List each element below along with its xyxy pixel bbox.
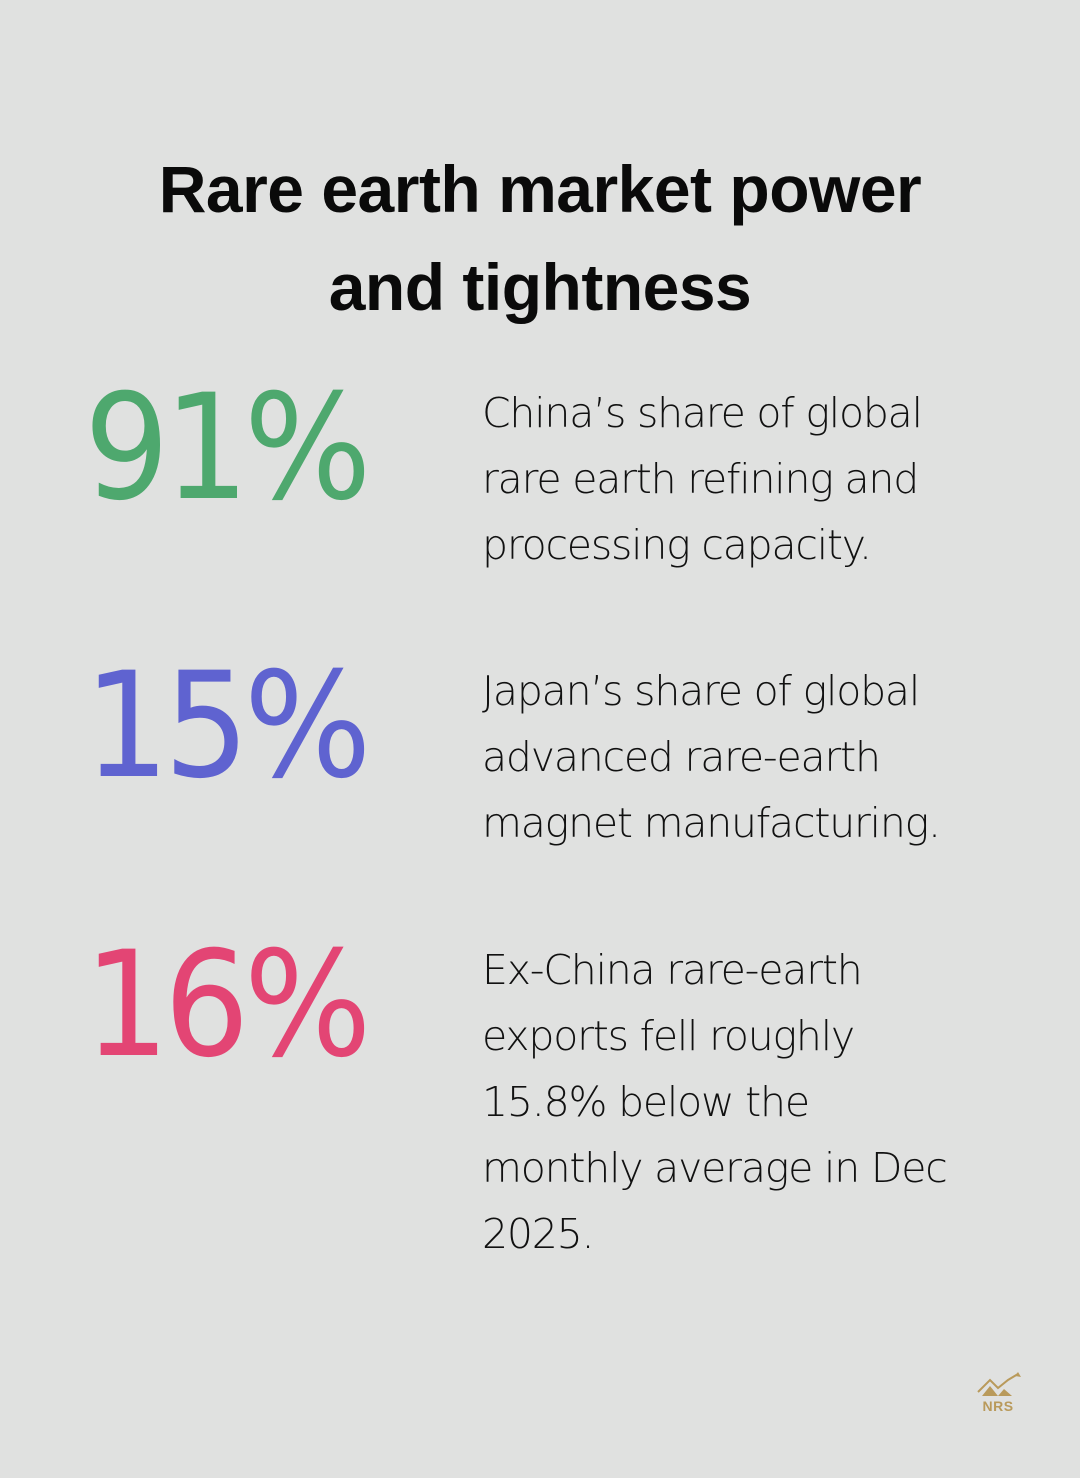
stat-description: China’s share of global rare earth refin… (482, 380, 1022, 578)
page-title: Rare earth market power and tightness (0, 140, 1080, 336)
stat-description: Ex-China rare-earth exports fell roughly… (482, 937, 1022, 1267)
desc-line: 15.8% below the (482, 1078, 810, 1126)
desc-line: Japan’s share of global (482, 667, 920, 715)
house-growth-arrow-icon (977, 1372, 1021, 1396)
stat-value: 16% (84, 920, 372, 1090)
title-line-1: Rare earth market power (158, 152, 922, 227)
title-line-2: and tightness (328, 250, 752, 325)
stat-description: Japan’s share of global advanced rare-ea… (482, 658, 1022, 856)
desc-line: China’s share of global (482, 389, 923, 437)
desc-line: magnet manufacturing. (482, 799, 941, 847)
stat-value: 91% (84, 363, 372, 533)
desc-line: 2025. (482, 1210, 595, 1258)
logo-text: NRS (982, 1398, 1014, 1414)
desc-line: rare earth refining and (482, 455, 919, 503)
desc-line: processing capacity. (482, 521, 872, 569)
desc-line: monthly average in Dec (482, 1144, 948, 1192)
desc-line: exports fell roughly (482, 1012, 855, 1060)
stat-value: 15% (84, 641, 372, 811)
desc-line: Ex-China rare-earth (482, 946, 863, 994)
nrs-logo: NRS (972, 1372, 1024, 1416)
desc-line: advanced rare-earth (482, 733, 881, 781)
